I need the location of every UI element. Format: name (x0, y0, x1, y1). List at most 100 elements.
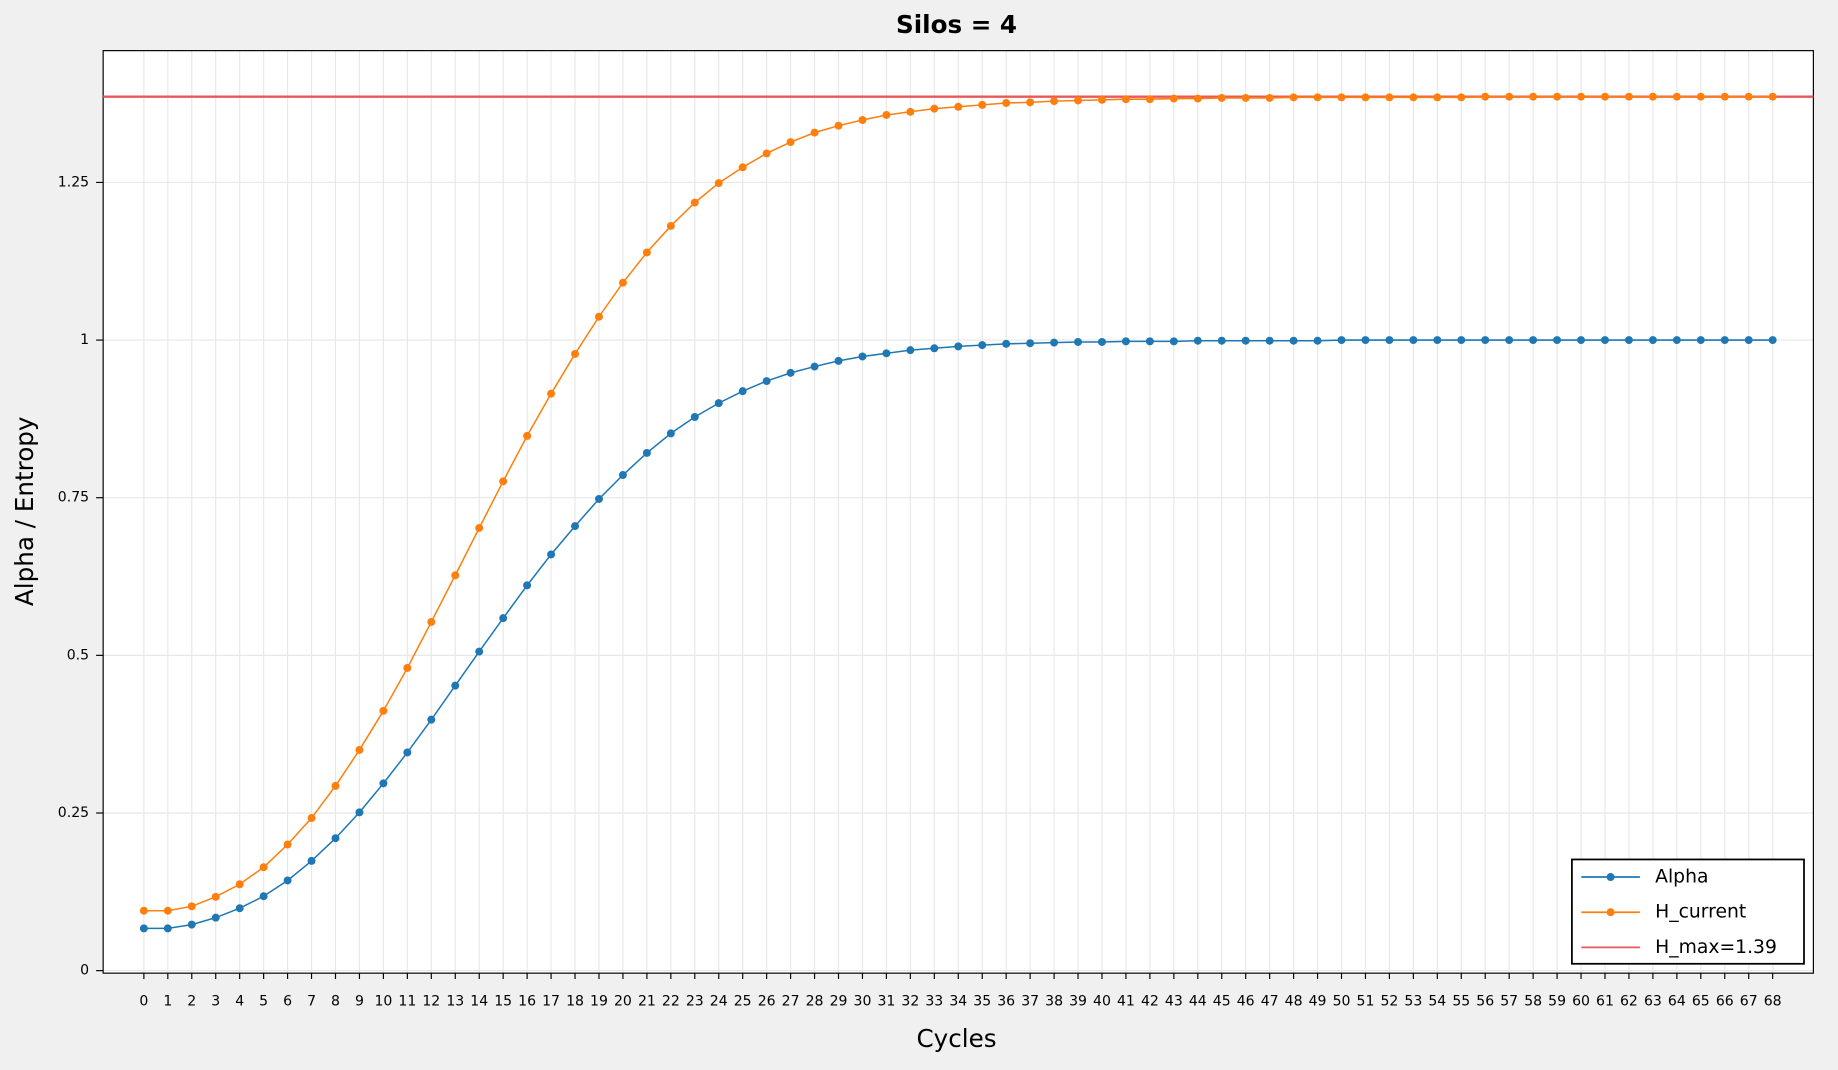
x-tick-label: 41 (1117, 993, 1135, 1009)
x-tick-label: 62 (1620, 993, 1638, 1009)
data-point (810, 362, 819, 371)
data-point (1002, 339, 1011, 348)
data-point (1672, 336, 1681, 345)
data-point (1241, 336, 1250, 345)
x-tick-label: 68 (1764, 993, 1782, 1009)
data-point (1553, 336, 1562, 345)
data-point (1265, 336, 1274, 345)
data-point (1696, 92, 1705, 101)
data-point (1121, 95, 1130, 104)
data-point (1409, 93, 1418, 102)
x-tick-label: 22 (662, 993, 680, 1009)
data-point (1624, 92, 1633, 101)
data-point (690, 198, 699, 207)
legend: Alpha H_current H_max=1.39 (1571, 858, 1805, 965)
data-point (1505, 336, 1514, 345)
y-tick-label: 0.5 (67, 647, 89, 663)
data-point (1768, 336, 1777, 345)
data-point (642, 448, 651, 457)
x-tick-label: 42 (1141, 993, 1159, 1009)
data-point (547, 550, 556, 559)
data-point (834, 121, 843, 130)
data-point (858, 352, 867, 361)
data-point (1313, 93, 1322, 102)
data-point (331, 781, 340, 790)
x-tick-label: 24 (710, 993, 728, 1009)
data-point (762, 377, 771, 386)
data-point (1050, 97, 1059, 106)
plot-frame (102, 50, 1814, 974)
data-point (1289, 93, 1298, 102)
x-tick-label: 56 (1476, 993, 1494, 1009)
data-point (211, 913, 220, 922)
legend-marker (1606, 873, 1615, 882)
data-point (882, 349, 891, 358)
data-point (547, 389, 556, 398)
data-point (379, 706, 388, 715)
data-point (523, 431, 532, 440)
data-point (906, 107, 915, 116)
data-point (1169, 337, 1178, 346)
data-point (1337, 93, 1346, 102)
data-point (1050, 338, 1059, 347)
data-point (1529, 92, 1538, 101)
data-point (1648, 336, 1657, 345)
data-point (786, 368, 795, 377)
legend-label: H_current (1655, 902, 1746, 923)
x-tick-label: 17 (542, 993, 560, 1009)
x-tick-label: 55 (1452, 993, 1470, 1009)
x-tick-label: 5 (259, 993, 268, 1009)
data-point (906, 346, 915, 355)
data-point (475, 523, 484, 532)
data-point (1744, 336, 1753, 345)
x-tick-label: 6 (283, 993, 292, 1009)
x-tick-label: 2 (187, 993, 196, 1009)
data-point (1385, 93, 1394, 102)
data-point (1217, 336, 1226, 345)
data-point (858, 116, 867, 124)
x-tick-label: 13 (446, 993, 464, 1009)
x-tick-label: 36 (997, 993, 1015, 1009)
data-point (1481, 336, 1490, 345)
data-point (618, 471, 627, 479)
data-point (1481, 92, 1490, 101)
data-point (187, 902, 196, 911)
data-point (1217, 93, 1226, 102)
data-point (594, 312, 603, 321)
data-point (666, 429, 675, 438)
data-point (307, 814, 316, 823)
data-point (1553, 92, 1562, 101)
data-point (1505, 92, 1514, 101)
x-tick-label: 26 (758, 993, 776, 1009)
data-point (451, 571, 460, 580)
x-tick-label: 48 (1285, 993, 1303, 1009)
x-tick-label: 3 (211, 993, 220, 1009)
data-point (283, 840, 292, 849)
data-point (1097, 95, 1106, 104)
data-point (1026, 339, 1035, 348)
y-tick-label: 0.25 (58, 805, 89, 821)
x-tick-label: 21 (638, 993, 656, 1009)
data-point (163, 924, 172, 933)
x-tick-label: 15 (494, 993, 512, 1009)
data-point (1193, 336, 1202, 345)
data-point (211, 892, 220, 901)
data-point (1648, 92, 1657, 101)
data-point (1433, 336, 1442, 345)
data-point (427, 715, 436, 724)
data-point (1074, 337, 1083, 346)
data-point (978, 341, 987, 350)
data-point (403, 663, 412, 672)
data-point (187, 920, 196, 929)
y-tick-label: 0 (80, 963, 89, 979)
data-point (882, 110, 891, 119)
x-tick-label: 35 (973, 993, 991, 1009)
data-point (283, 876, 292, 885)
data-point (978, 100, 987, 109)
x-tick-label: 60 (1572, 993, 1590, 1009)
data-point (475, 647, 484, 656)
data-point (786, 138, 795, 147)
data-point (235, 904, 244, 913)
data-point (355, 745, 364, 754)
